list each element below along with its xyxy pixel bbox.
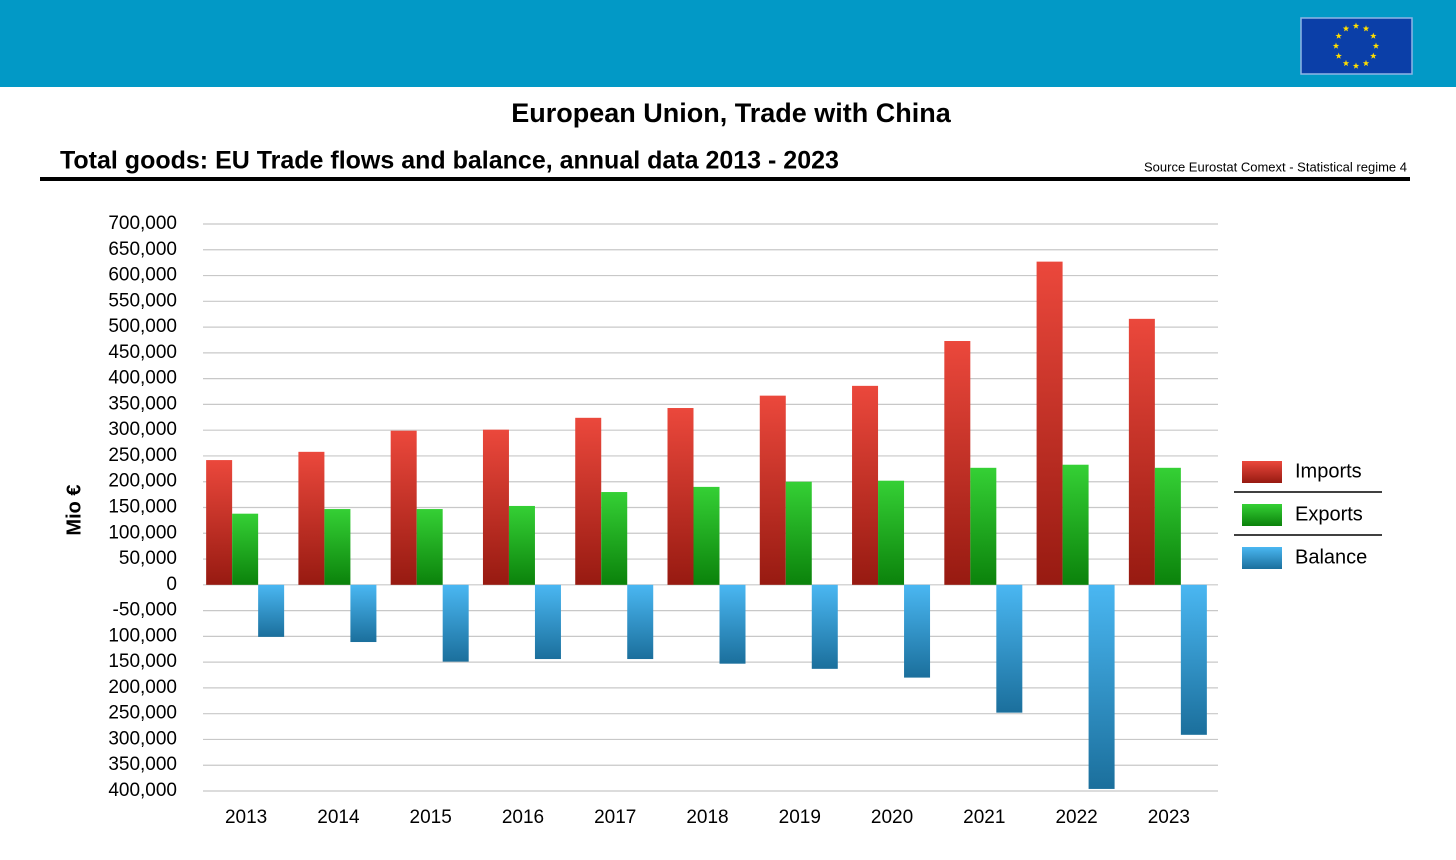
bar — [324, 509, 351, 585]
x-tick-label: 2013 — [225, 807, 267, 828]
y-tick-label: -50,000 — [113, 600, 177, 621]
flag-star — [1342, 59, 1350, 67]
bar — [944, 341, 971, 585]
y-tick-label: 400,000 — [108, 368, 177, 389]
chart-title: European Union, Trade with China — [511, 98, 952, 128]
bar — [390, 430, 417, 585]
flag-star — [1332, 42, 1340, 49]
flag-star — [1335, 32, 1342, 39]
eu-flag — [1300, 17, 1413, 75]
flag-star — [1362, 59, 1370, 67]
y-tick-label: 250,000 — [108, 703, 177, 724]
x-tick-label: 2019 — [779, 807, 821, 828]
x-tick-label: 2018 — [686, 807, 728, 828]
bar — [482, 429, 509, 585]
flag-star — [1370, 52, 1377, 59]
header-banner — [0, 0, 1456, 87]
legend-swatch — [1242, 461, 1282, 483]
y-tick-label: 150,000 — [108, 651, 177, 672]
bar — [575, 417, 602, 585]
y-tick-label: 450,000 — [108, 342, 177, 363]
x-tick-label: 2020 — [871, 807, 913, 828]
y-tick-label: 550,000 — [108, 290, 177, 311]
y-tick-label: 600,000 — [108, 265, 177, 286]
legend-swatch — [1242, 547, 1282, 569]
bar — [970, 467, 997, 585]
bar — [785, 481, 812, 585]
y-tick-label: 500,000 — [108, 316, 177, 337]
bar — [206, 460, 233, 585]
x-tick-label: 2015 — [410, 807, 452, 828]
y-tick-label: 700,000 — [108, 213, 177, 234]
y-tick-label: 300,000 — [108, 419, 177, 440]
legend-swatch — [1242, 504, 1282, 526]
flag-star — [1335, 52, 1342, 59]
bar — [232, 513, 259, 585]
y-tick-label: 300,000 — [108, 728, 177, 749]
legend-label: Balance — [1295, 546, 1367, 568]
bar — [878, 480, 905, 585]
y-tick-label: 250,000 — [108, 445, 177, 466]
flag-star — [1352, 62, 1360, 69]
bar — [693, 486, 720, 585]
bar — [759, 395, 786, 585]
bar — [1128, 318, 1155, 585]
source-note: Source Eurostat Comext - Statistical reg… — [1144, 159, 1407, 174]
bar — [1088, 584, 1115, 789]
chart-subtitle: Total goods: EU Trade flows and balance,… — [60, 147, 839, 175]
y-tick-label: 400,000 — [108, 780, 177, 801]
y-tick-label: 150,000 — [108, 497, 177, 518]
bar — [534, 584, 561, 660]
x-tick-label: 2021 — [963, 807, 1005, 828]
bar — [627, 584, 654, 660]
bar — [416, 509, 443, 585]
y-tick-label: 100,000 — [108, 625, 177, 646]
x-tick-label: 2014 — [317, 807, 360, 828]
bar — [601, 492, 628, 585]
bar — [508, 505, 535, 585]
legend-label: Imports — [1295, 460, 1362, 482]
y-tick-label: 350,000 — [108, 754, 177, 775]
bar — [852, 385, 879, 585]
bar — [1062, 464, 1089, 585]
legend-label: Exports — [1295, 503, 1363, 525]
bar — [1036, 261, 1063, 585]
y-tick-label: 0 — [166, 574, 177, 595]
y-tick-label: 50,000 — [119, 548, 177, 569]
flag-star — [1372, 42, 1380, 49]
bar — [904, 584, 931, 678]
flag-star — [1342, 25, 1350, 32]
y-tick-label: 100,000 — [108, 522, 177, 543]
bar — [811, 584, 838, 669]
bar — [996, 584, 1023, 713]
x-tick-label: 2023 — [1148, 807, 1190, 828]
y-axis-label: Mio € — [63, 484, 85, 535]
y-tick-label: 350,000 — [108, 393, 177, 414]
x-tick-label: 2017 — [594, 807, 636, 828]
bar — [258, 584, 285, 637]
bar — [442, 584, 469, 662]
bar — [667, 408, 694, 585]
x-tick-label: 2022 — [1055, 807, 1097, 828]
y-tick-label: 650,000 — [108, 239, 177, 260]
bar — [1154, 467, 1181, 585]
bar — [719, 584, 746, 664]
y-tick-label: 200,000 — [108, 471, 177, 492]
flag-star — [1362, 25, 1370, 32]
y-tick-label: 200,000 — [108, 677, 177, 698]
bar — [350, 584, 377, 643]
flag-star — [1370, 32, 1377, 39]
bar — [1180, 584, 1207, 735]
flag-star — [1352, 22, 1360, 29]
bar — [298, 451, 325, 585]
x-tick-label: 2016 — [502, 807, 544, 828]
